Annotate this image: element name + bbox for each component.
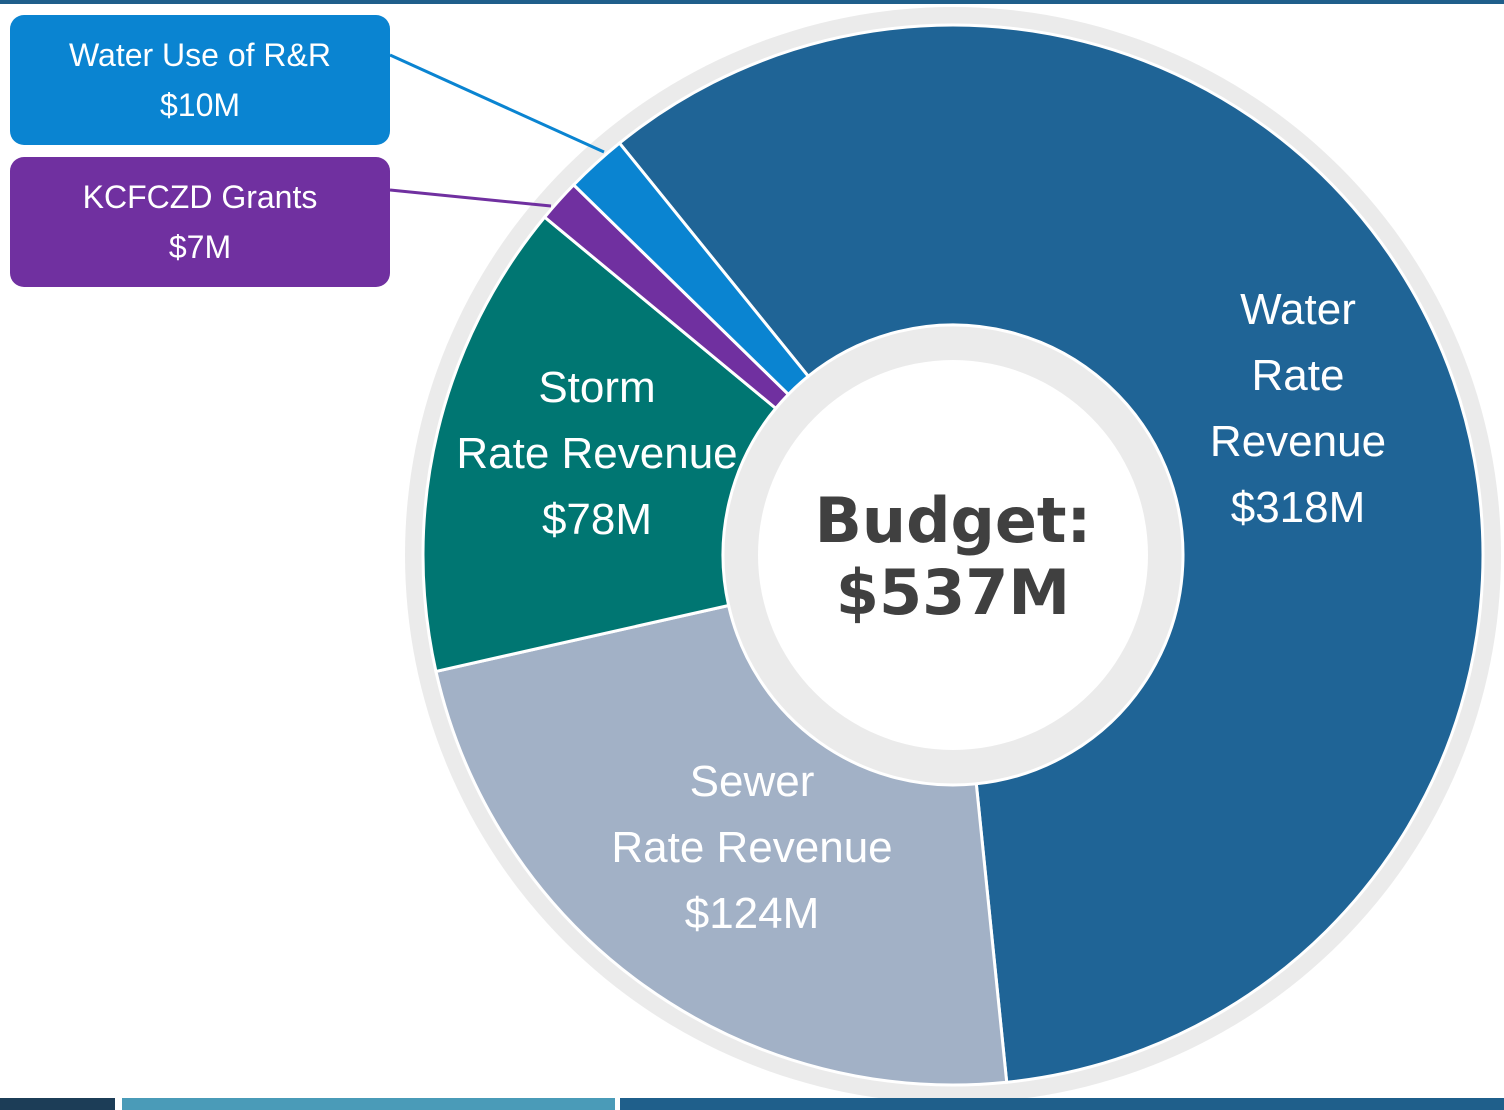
footer-bar: [0, 1098, 115, 1110]
slice: [571, 141, 811, 397]
value-label: $10M: [159, 87, 241, 123]
slice-label: Storm Rate Revenue $78M: [456, 355, 737, 553]
slice-label: Water Rate Revenue $318M: [1195, 277, 1401, 541]
value-label: $78M: [541, 495, 653, 544]
leader-line: [389, 53, 605, 154]
value-label: $7M: [168, 229, 232, 265]
category-label: Storm Rate Revenue: [456, 363, 738, 478]
slice: [421, 215, 778, 674]
slice: [617, 23, 1485, 1084]
total-label: $537M: [835, 556, 1071, 629]
category-label: Sewer Rate Revenue: [611, 757, 893, 872]
footer-bar: [620, 1098, 1504, 1110]
category-label: KCFCZD Grants: [82, 179, 318, 215]
callout-box: Water Use of R&R $10M: [10, 15, 390, 145]
callout-box: KCFCZD Grants $7M: [10, 157, 390, 287]
center-hole: [758, 360, 1148, 750]
category-label: Water Use of R&R: [69, 37, 331, 73]
category-label: Water Rate Revenue: [1209, 285, 1387, 466]
center-label: Budget:: [814, 484, 1092, 557]
center-text: Budget: $537M: [815, 485, 1092, 629]
value-label: $318M: [1230, 483, 1366, 532]
slice: [434, 603, 1009, 1087]
value-label: $124M: [684, 889, 820, 938]
footer-bar: [122, 1098, 615, 1110]
leader-line: [389, 188, 552, 208]
slice-label: Sewer Rate Revenue $124M: [611, 749, 892, 947]
top-rule: [0, 0, 1504, 4]
